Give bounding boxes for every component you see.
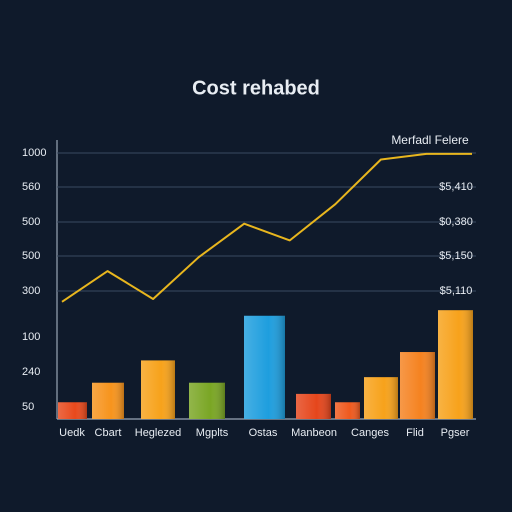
right-label: $5,110 xyxy=(440,285,473,297)
x-tick-label: Canges xyxy=(351,427,389,439)
x-tick-label: Pgser xyxy=(441,427,470,439)
bar-shade xyxy=(296,393,331,419)
y-label: 240 xyxy=(22,366,40,378)
x-tick-label: Cbart xyxy=(95,427,122,439)
x-tick-label: Manbeon xyxy=(291,427,337,439)
y-label: 500 xyxy=(22,216,40,228)
bar-shade xyxy=(92,382,124,419)
bar-shade xyxy=(364,377,398,419)
legend-label: Merfadl Felere xyxy=(391,133,469,147)
bar-shade xyxy=(335,402,360,419)
line-series xyxy=(61,152,472,303)
x-tick-label: Ostas xyxy=(249,427,278,439)
bar-shade xyxy=(400,352,435,419)
y-label: 100 xyxy=(22,331,40,343)
y-label: 560 xyxy=(22,181,40,193)
right-label: $5,410 xyxy=(439,181,473,193)
y-label: 300 xyxy=(22,285,40,297)
right-label: $5,150 xyxy=(439,250,473,262)
y-label: 500 xyxy=(22,250,40,262)
y-label: 50 xyxy=(22,401,34,413)
bar-shade xyxy=(141,360,175,419)
chart-title: Cost rehabed xyxy=(192,77,320,99)
x-tick-label: Heglezed xyxy=(135,427,181,439)
bar-shade xyxy=(189,382,225,419)
bar-shade xyxy=(58,402,87,419)
x-tick-label: Uedk xyxy=(59,427,85,439)
x-tick-label: Flid xyxy=(406,427,424,439)
y-label: 1000 xyxy=(22,147,46,159)
bar-shade xyxy=(244,315,285,419)
bar-shade xyxy=(438,310,473,419)
x-tick-label: Mgplts xyxy=(196,427,229,439)
right-label: $0,380 xyxy=(439,216,473,228)
